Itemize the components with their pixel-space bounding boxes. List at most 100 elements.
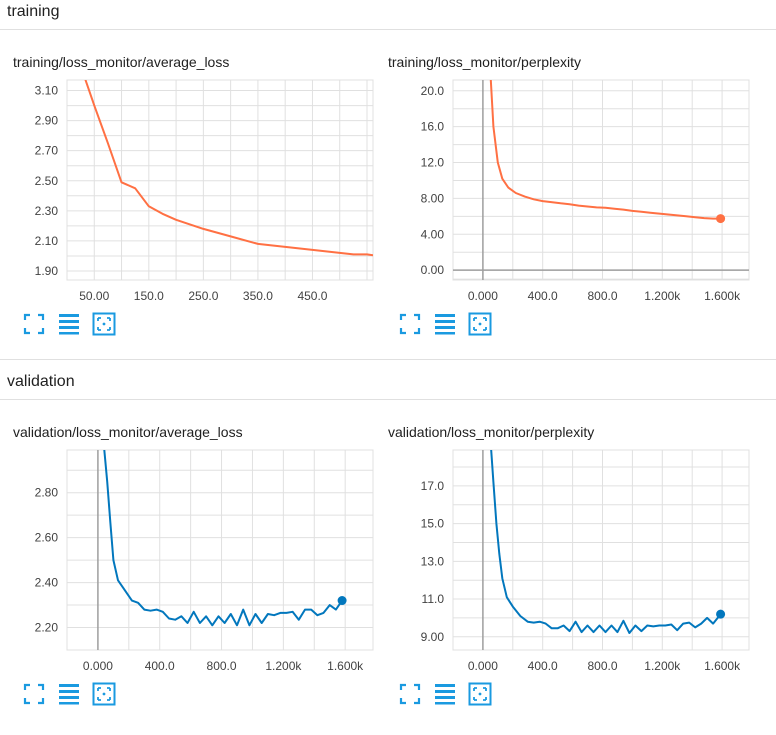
chart-card-validation-perplexity: validation/loss_monitor/perplexity 9.00 1… [376,400,750,735]
x-tick-label: 1.600k [704,289,741,303]
y-tick-label: 4.00 [421,227,445,241]
x-tick-label: 1.200k [644,289,681,303]
y-tick-label: 11.0 [422,592,445,606]
series-end-marker [716,214,726,224]
x-tick-label: 0.000 [83,659,113,673]
x-tick-label: 800.0 [587,289,617,303]
fit-domain-button[interactable] [468,312,492,336]
fit-domain-button[interactable] [468,682,492,706]
x-tick-label: 800.0 [587,659,617,673]
chart-card-training-average-loss: training/loss_monitor/average_loss 1.90 2… [0,30,374,365]
y-tick-label: 13.0 [421,554,445,568]
fit-domain-button[interactable] [92,312,116,336]
chart-title: validation/loss_monitor/average_loss [13,424,243,440]
x-tick-label: 1.200k [644,659,681,673]
log-scale-button[interactable] [433,312,457,336]
fit-domain-button[interactable] [92,682,116,706]
y-tick-label: 17.0 [421,479,445,493]
y-tick-label: 2.10 [35,234,59,248]
y-tick-label: 2.60 [35,531,59,545]
section-separator [0,359,776,360]
y-tick-label: 3.10 [35,84,59,98]
y-tick-label: 1.90 [35,264,59,278]
section-title: training [7,3,60,20]
series-line [490,450,722,634]
y-tick-label: 8.00 [421,191,445,205]
fullscreen-icon [22,313,46,340]
series-end-marker [716,609,726,619]
y-tick-label: 15.0 [421,517,445,531]
fullscreen-button[interactable] [22,682,46,706]
log-scale-button[interactable] [57,312,81,336]
y-tick-label: 12.0 [421,156,445,170]
section-divider [0,399,776,400]
chart-plot[interactable]: 1.90 2.10 2.30 2.50 2.70 2.90 3.10 50.00 150.0 25… [0,30,374,310]
fullscreen-button[interactable] [398,682,422,706]
x-tick-label: 450.0 [297,289,327,303]
y-tick-label: 16.0 [421,120,445,134]
fullscreen-icon [398,683,422,710]
chart-toolbar [398,682,498,706]
log-scale-icon [57,684,81,710]
chart-toolbar [22,682,122,706]
chart-plot[interactable]: 9.00 11.0 13.0 15.0 17.0 0.000 400.0 800.0 1.200… [376,400,750,680]
fullscreen-icon [22,683,46,710]
grid [66,79,374,281]
x-tick-label: 400.0 [145,659,175,673]
chart-title: validation/loss_monitor/perplexity [388,424,595,440]
log-scale-button[interactable] [57,682,81,706]
x-tick-label: 50.00 [79,289,109,303]
chart-title: training/loss_monitor/perplexity [388,54,581,70]
chart-plot[interactable]: 2.20 2.40 2.60 2.80 0.000 400.0 800.0 1.200k 1.6… [0,400,374,680]
plot-frame [66,449,374,651]
y-tick-label: 20.0 [421,84,445,98]
plot-frame [452,79,750,281]
x-tick-label: 150.0 [134,289,164,303]
plot-frame [452,449,750,651]
fit-domain-icon [92,682,116,710]
fit-domain-icon [468,312,492,340]
y-tick-label: 2.90 [35,114,59,128]
log-scale-icon [57,314,81,340]
chart-toolbar [22,312,122,336]
section-divider [0,29,776,30]
x-tick-label: 1.200k [265,659,302,673]
x-tick-label: 400.0 [528,289,558,303]
y-tick-label: 2.20 [35,621,59,635]
chart-plot[interactable]: 0.00 4.00 8.00 12.0 16.0 20.0 0.000 400.0 800.0 1… [376,30,750,310]
section-header-validation[interactable]: validation [0,370,776,400]
y-tick-label: 2.50 [35,174,59,188]
chart-card-validation-average-loss: validation/loss_monitor/average_loss 2.2… [0,400,374,735]
section-title: validation [7,373,75,390]
y-tick-label: 2.40 [35,576,59,590]
series-line [489,80,721,220]
log-scale-icon [433,684,457,710]
log-scale-button[interactable] [433,682,457,706]
series-line [103,450,343,627]
log-scale-icon [433,314,457,340]
x-tick-label: 350.0 [243,289,273,303]
x-tick-label: 800.0 [207,659,237,673]
fit-domain-icon [468,682,492,710]
y-tick-label: 2.70 [35,144,59,158]
x-tick-label: 0.000 [468,659,498,673]
chart-card-training-perplexity: training/loss_monitor/perplexity 0.00 4.0… [376,30,750,365]
fullscreen-button[interactable] [398,312,422,336]
y-tick-label: 0.00 [421,263,445,277]
fullscreen-button[interactable] [22,312,46,336]
fullscreen-icon [398,313,422,340]
x-tick-label: 1.600k [327,659,364,673]
x-tick-label: 0.000 [468,289,498,303]
y-tick-label: 2.30 [35,204,59,218]
x-tick-label: 250.0 [188,289,218,303]
plot-frame [66,79,374,281]
fit-domain-icon [92,312,116,340]
x-tick-label: 400.0 [528,659,558,673]
series-line [84,80,373,257]
series-end-marker [337,596,347,606]
y-tick-label: 9.00 [421,630,445,644]
chart-title: training/loss_monitor/average_loss [13,54,230,70]
section-header-training[interactable]: training [0,0,776,30]
grid [452,79,750,281]
y-tick-label: 2.80 [35,486,59,500]
